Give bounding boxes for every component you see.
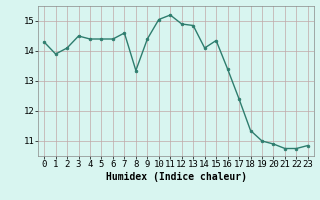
X-axis label: Humidex (Indice chaleur): Humidex (Indice chaleur) — [106, 172, 246, 182]
